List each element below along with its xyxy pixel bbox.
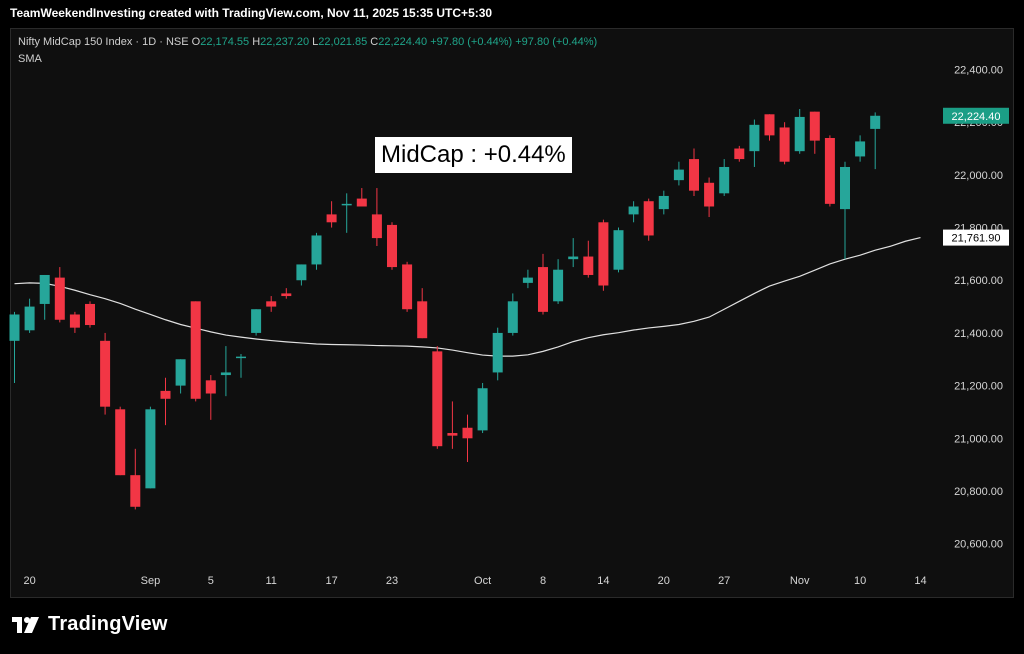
high-value: 22,237.20: [260, 36, 310, 48]
high-label: H: [252, 36, 261, 48]
low-label: L: [312, 36, 319, 48]
open-value: 22,174.55: [200, 36, 250, 48]
tradingview-logo-icon: [12, 616, 39, 633]
low-value: 22,021.85: [318, 36, 368, 48]
close-label: C: [370, 36, 379, 48]
tradingview-brand[interactable]: TradingView: [12, 613, 168, 636]
chart-caption: TeamWeekendInvesting created with Tradin…: [10, 6, 493, 20]
change-value-2: +97.80 (+0.44%): [515, 36, 598, 48]
chart-area[interactable]: [10, 28, 1014, 598]
symbol-legend: Nifty MidCap 150 Index · 1D · NSE O22,17…: [18, 36, 597, 48]
symbol-name: Nifty MidCap 150 Index · 1D · NSE: [18, 36, 189, 48]
tradingview-wordmark: TradingView: [48, 613, 168, 635]
sma-indicator-label[interactable]: SMA: [18, 53, 42, 65]
close-value: 22,224.40: [378, 36, 428, 48]
open-label: O: [191, 36, 201, 48]
midcap-annotation: MidCap : +0.44%: [375, 137, 572, 173]
change-value: +97.80 (+0.44%): [430, 36, 513, 48]
